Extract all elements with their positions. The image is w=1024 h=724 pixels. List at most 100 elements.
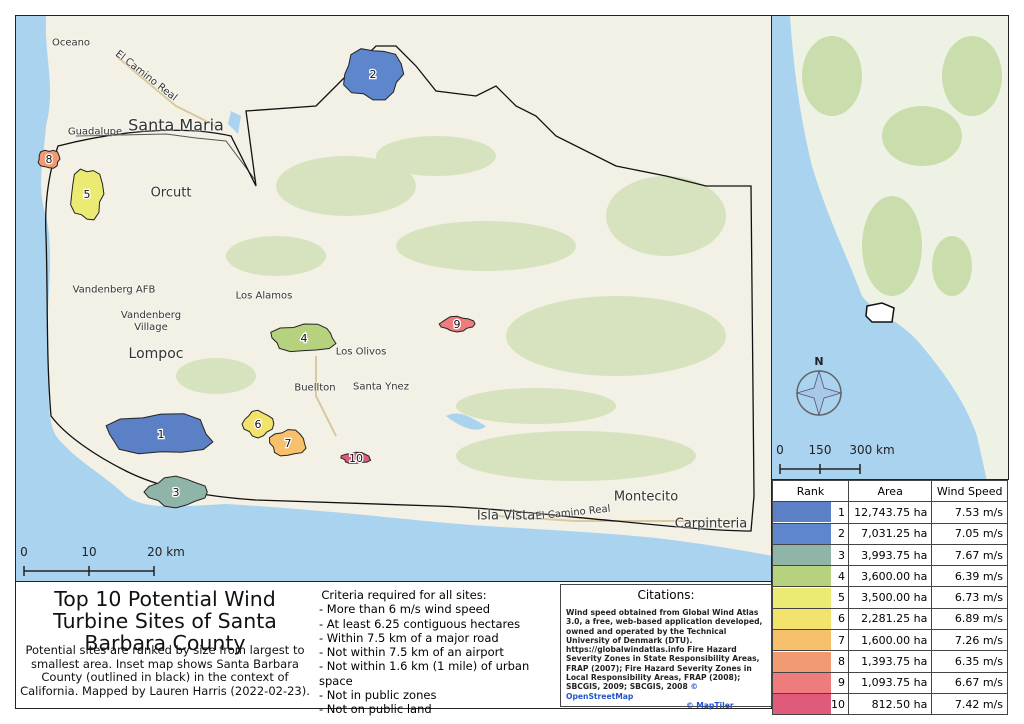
link[interactable]: © OpenStreetMap xyxy=(566,682,698,701)
rank-value: 10 xyxy=(831,697,845,711)
wind-cell: 7.05 m/s xyxy=(931,522,1008,545)
inset-map-svg: N 0 150 300 km xyxy=(772,16,1008,479)
criteria-item: - More than 6 m/s wind speed xyxy=(319,602,491,617)
area-cell: 1,393.75 ha xyxy=(847,650,933,673)
color-swatch xyxy=(773,566,831,587)
site-area xyxy=(268,429,307,457)
area-cell: 3,500.00 ha xyxy=(847,586,933,609)
rank-cell: 10 xyxy=(772,692,849,716)
rank-swatch-row: 5 xyxy=(773,587,848,608)
table-row: 10 812.50 ha 7.42 m/s xyxy=(772,692,1008,716)
place-label: Buellton xyxy=(294,382,336,394)
place-label: Orcutt xyxy=(150,185,192,201)
scale-label: 150 xyxy=(809,443,832,457)
table-row: 5 3,500.00 ha 6.73 m/s xyxy=(772,586,1008,609)
scale-label: 0 xyxy=(20,545,28,559)
site-label: 3 xyxy=(173,486,180,499)
site-label: 9 xyxy=(454,318,461,331)
rank-value: 9 xyxy=(838,676,845,690)
criteria: Criteria required for all sites: - More … xyxy=(319,588,559,717)
rank-cell: 7 xyxy=(772,629,849,652)
rank-swatch-row: 6 xyxy=(773,608,848,629)
rank-value: 1 xyxy=(838,505,845,519)
compass-label: N xyxy=(814,355,823,368)
wind-cell: 6.67 m/s xyxy=(931,671,1008,694)
place-label: Guadalupe xyxy=(67,126,123,138)
rank-swatch-row: 10 xyxy=(773,694,848,715)
rank-swatch-row: 1 xyxy=(773,502,848,523)
area-cell: 3,600.00 ha xyxy=(847,565,933,588)
rank-swatch-row: 3 xyxy=(773,545,848,566)
place-label: Santa Maria xyxy=(128,115,224,135)
rank-value: 3 xyxy=(838,548,845,562)
wind-cell: 6.73 m/s xyxy=(931,586,1008,609)
inset-map: N 0 150 300 km xyxy=(771,15,1009,480)
rank-cell: 4 xyxy=(772,565,849,588)
river xyxy=(228,111,241,134)
wind-cell: 6.89 m/s xyxy=(931,607,1008,631)
rank-value: 4 xyxy=(838,569,845,583)
site-area xyxy=(343,48,405,101)
area-cell: 812.50 ha xyxy=(847,692,933,716)
header-cell: Wind Speed xyxy=(931,479,1008,503)
site-area xyxy=(70,168,105,221)
site-label: 4 xyxy=(301,332,308,345)
rank-swatch-row: 9 xyxy=(773,672,848,693)
rank-value: 7 xyxy=(838,633,845,647)
citations-body: Wind speed obtained from Global Wind Atl… xyxy=(566,608,763,692)
rank-cell: 2 xyxy=(772,522,849,545)
place-label: Vandenberg AFB xyxy=(72,284,156,296)
site-label: 6 xyxy=(255,418,262,431)
site-label: 5 xyxy=(84,188,91,201)
link[interactable]: © MapTiler xyxy=(686,700,734,710)
scale-label: 300 km xyxy=(849,443,894,457)
site-label: 7 xyxy=(285,437,292,450)
table-header: Rank Area Wind Speed xyxy=(772,479,1008,503)
table-row: 8 1,393.75 ha 6.35 m/s xyxy=(772,650,1008,673)
vegetation xyxy=(176,136,726,481)
criteria-item: - Not within 1.6 km (1 mile) of urban sp… xyxy=(319,659,530,688)
wind-cell: 6.35 m/s xyxy=(931,650,1008,673)
wind-cell: 6.39 m/s xyxy=(931,565,1008,588)
table-row: 2 7,031.25 ha 7.05 m/s xyxy=(772,522,1008,545)
site-area xyxy=(241,409,275,439)
color-swatch xyxy=(773,630,831,651)
criteria-item: - Not in public zones xyxy=(319,688,437,703)
main-map-svg: 1 2 3 4 5 6 7 8 9 10 0 10 20 km xyxy=(16,16,771,581)
header-cell: Rank xyxy=(772,479,849,503)
rank-swatch-row: 2 xyxy=(773,523,848,544)
wind-cell: 7.53 m/s xyxy=(931,501,1008,524)
area-cell: 1,600.00 ha xyxy=(847,629,933,652)
site-label: 10 xyxy=(349,452,363,465)
wind-cell: 7.26 m/s xyxy=(931,629,1008,652)
site-label: 2 xyxy=(370,68,377,81)
site-label: 1 xyxy=(158,428,165,441)
description: Potential sites are ranked by size from … xyxy=(20,643,310,698)
color-swatch xyxy=(773,545,831,566)
scale-label: 0 xyxy=(776,443,784,457)
place-label: Montecito xyxy=(613,489,679,505)
ocean xyxy=(16,16,771,581)
place-label: Isla Vista xyxy=(476,508,536,524)
site-area xyxy=(438,315,476,333)
table-row: 1 12,743.75 ha 7.53 m/s xyxy=(772,501,1008,524)
site-area xyxy=(340,451,372,465)
rank-cell: 3 xyxy=(772,543,849,567)
rank-swatch-row: 7 xyxy=(773,630,848,651)
citations-text: Wind speed obtained from Global Wind Atl… xyxy=(566,608,767,710)
site-area xyxy=(105,413,214,455)
criteria-item: - Not within 7.5 km of an airport xyxy=(319,645,504,660)
color-swatch xyxy=(773,502,831,523)
area-cell: 12,743.75 ha xyxy=(847,501,933,524)
table-row: 3 3,993.75 ha 7.67 m/s xyxy=(772,543,1008,567)
rank-cell: 9 xyxy=(772,671,849,694)
header-cell: Area xyxy=(847,479,933,503)
area-cell: 2,281.25 ha xyxy=(847,607,933,631)
place-label: Vandenberg Village xyxy=(120,310,182,333)
citations: Citations: Wind speed obtained from Glob… xyxy=(560,584,772,710)
rank-cell: 5 xyxy=(772,586,849,609)
county-outline xyxy=(45,45,755,532)
rank-swatch-row: 8 xyxy=(773,651,848,672)
table-row: 7 1,600.00 ha 7.26 m/s xyxy=(772,629,1008,652)
